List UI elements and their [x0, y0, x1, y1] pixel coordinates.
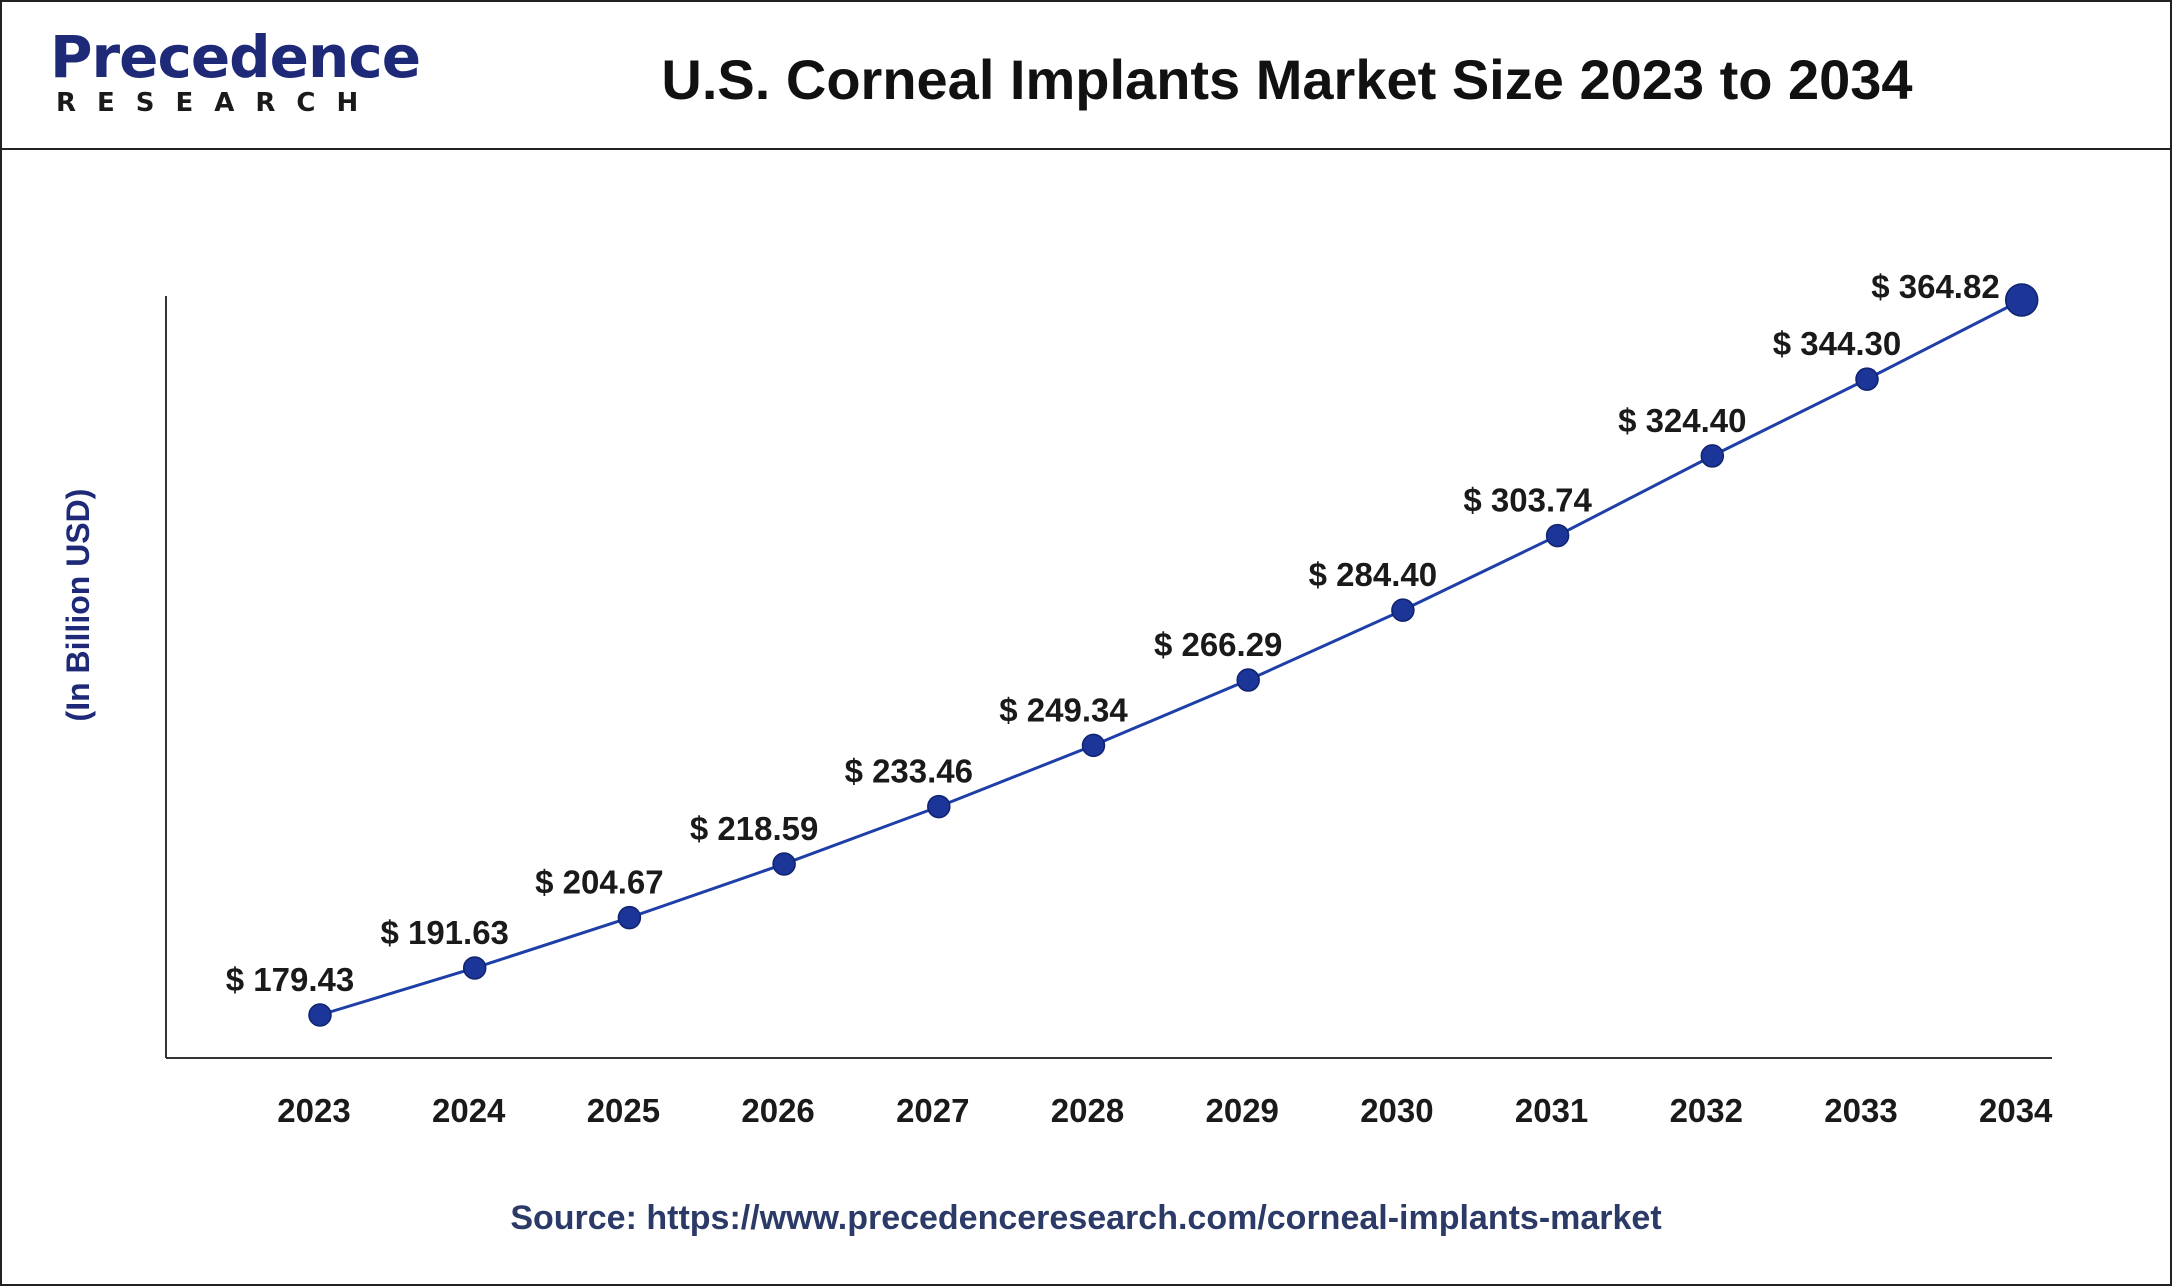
- data-label: $ 191.63: [380, 914, 508, 951]
- source-note: Source: https://www.precedenceresearch.c…: [510, 1199, 1662, 1237]
- data-point-marker: [308, 1003, 332, 1027]
- data-label: $ 233.46: [845, 753, 973, 790]
- x-tick-label: 2032: [1670, 1092, 1743, 1129]
- data-point-marker: [1391, 598, 1415, 622]
- data-point-marker: [772, 852, 796, 876]
- data-label: $ 324.40: [1618, 402, 1746, 439]
- x-tick-label: 2025: [587, 1092, 660, 1129]
- data-labels-group: $ 179.43 $ 191.63 $ 204.67 $ 218.59 $ 233.46…: [226, 268, 2000, 998]
- x-tick-label: 2026: [741, 1092, 814, 1129]
- data-point-marker: [1081, 733, 1106, 758]
- company-logo: Precedence RESEARCH: [50, 24, 421, 124]
- logo-subtitle: RESEARCH: [56, 88, 380, 118]
- data-point-marker: [1236, 668, 1260, 692]
- x-tick-label: 2034: [1979, 1092, 2053, 1129]
- data-label: $ 266.29: [1154, 626, 1282, 663]
- data-label: $ 218.59: [690, 810, 818, 847]
- x-tick-labels-group: 2023 2024 2025 2026 2027 2028 2029 2030 2031 2032…: [277, 1092, 2053, 1129]
- x-tick-label: 2028: [1051, 1092, 1124, 1129]
- data-label: $ 249.34: [999, 691, 1128, 728]
- logo-wordmark: Precedence: [50, 23, 421, 91]
- data-point-marker: [1700, 444, 1725, 468]
- data-point-marker: [462, 956, 487, 980]
- header: Precedence RESEARCH U.S. Corneal Implant…: [2, 2, 2170, 150]
- data-point-marker: [1855, 367, 1879, 391]
- x-tick-label: 2024: [432, 1092, 506, 1129]
- markers-group: [308, 283, 2039, 1027]
- data-point-marker: [1545, 523, 1570, 548]
- x-tick-label: 2023: [277, 1092, 350, 1129]
- x-tick-label: 2031: [1515, 1092, 1588, 1129]
- data-point-marker: [2004, 283, 2039, 317]
- data-point-marker: [927, 794, 951, 819]
- x-tick-label: 2029: [1205, 1092, 1278, 1129]
- axes: [165, 296, 2052, 1059]
- data-label: $ 364.82: [1871, 268, 1999, 305]
- data-label: $ 344.30: [1773, 325, 1901, 362]
- data-label: $ 303.74: [1463, 482, 1592, 519]
- chart-title: U.S. Corneal Implants Market Size 2023 t…: [661, 48, 1913, 111]
- data-label: $ 204.67: [535, 864, 663, 901]
- x-tick-label: 2033: [1824, 1092, 1897, 1129]
- x-tick-label: 2030: [1360, 1092, 1433, 1129]
- data-label: $ 179.43: [226, 961, 354, 998]
- data-point-marker: [617, 905, 642, 930]
- series-line: [319, 298, 2023, 1017]
- series-line-group: [319, 298, 2023, 1017]
- x-tick-label: 2027: [896, 1092, 969, 1129]
- data-label: $ 284.40: [1309, 556, 1437, 593]
